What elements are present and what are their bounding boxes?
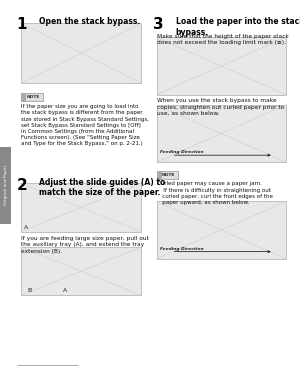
Text: Feeding Direction: Feeding Direction <box>160 247 203 251</box>
Text: B: B <box>27 288 31 293</box>
Bar <box>157 201 286 259</box>
Text: When you use the stack bypass to make
copies, straighten out curled paper prior : When you use the stack bypass to make co… <box>157 98 284 116</box>
Text: Adjust the slide guides (A) to
match the size of the paper.: Adjust the slide guides (A) to match the… <box>39 178 165 197</box>
Text: Curled paper may cause a paper jam.
–  If there is difficulty in straightening o: Curled paper may cause a paper jam. – If… <box>157 181 272 205</box>
Bar <box>157 105 286 162</box>
Text: 2: 2 <box>16 178 27 193</box>
Bar <box>157 37 286 95</box>
Text: Open the stack bypass.: Open the stack bypass. <box>39 17 140 26</box>
Text: NOTE: NOTE <box>162 173 175 177</box>
Text: A: A <box>63 288 67 293</box>
Text: A: A <box>24 225 28 230</box>
Text: 3: 3 <box>153 17 164 32</box>
Text: Make sure that the height of the paper stack
does not exceed the loading limit m: Make sure that the height of the paper s… <box>157 34 288 45</box>
Text: If you are feeding large size paper, pull out
the auxiliary tray (A), and extend: If you are feeding large size paper, pul… <box>21 236 149 254</box>
Bar <box>21 93 43 101</box>
Bar <box>21 93 26 101</box>
Text: Feeding Direction: Feeding Direction <box>160 150 203 154</box>
Bar <box>21 23 141 83</box>
Text: Original and Paper: Original and Paper <box>4 165 8 205</box>
Text: If the paper size you are going to load into
the stack bypass is different from : If the paper size you are going to load … <box>21 104 149 146</box>
Text: 1: 1 <box>16 17 27 32</box>
Bar <box>21 247 141 295</box>
Bar <box>157 171 162 179</box>
Bar <box>21 183 141 232</box>
Bar <box>157 171 178 179</box>
Bar <box>0 147 11 224</box>
Text: NOTE: NOTE <box>26 95 40 99</box>
Text: Load the paper into the stack
bypass.: Load the paper into the stack bypass. <box>176 17 300 37</box>
